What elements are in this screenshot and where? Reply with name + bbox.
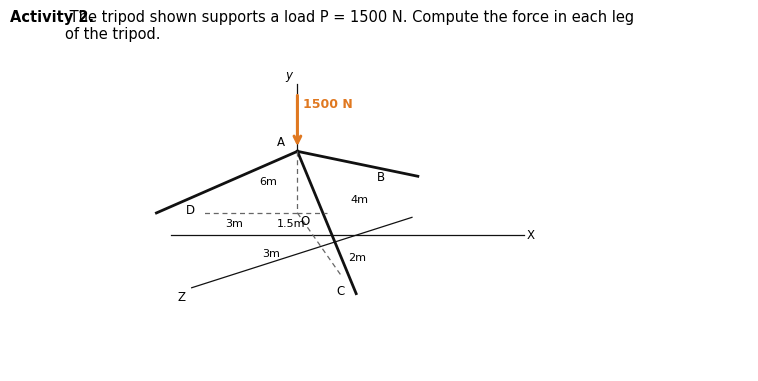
Text: 2m: 2m (349, 253, 367, 263)
Text: A: A (277, 136, 284, 149)
Text: X: X (527, 229, 534, 242)
Text: C: C (337, 285, 344, 298)
Text: Z: Z (177, 291, 186, 304)
Text: 3m: 3m (262, 249, 280, 259)
Text: Activity 2.: Activity 2. (10, 10, 94, 24)
Text: 6m: 6m (259, 177, 277, 187)
Text: 1500 N: 1500 N (303, 98, 353, 111)
Text: 1.5m: 1.5m (277, 219, 305, 229)
Text: B: B (377, 171, 385, 184)
Text: 3m: 3m (226, 219, 243, 229)
Text: The tripod shown supports a load P = 1500 N. Compute the force in each leg
of th: The tripod shown supports a load P = 150… (65, 10, 634, 42)
Text: y: y (285, 69, 292, 82)
Text: 4m: 4m (350, 195, 368, 205)
Text: D: D (186, 204, 195, 218)
Text: O: O (300, 215, 309, 228)
